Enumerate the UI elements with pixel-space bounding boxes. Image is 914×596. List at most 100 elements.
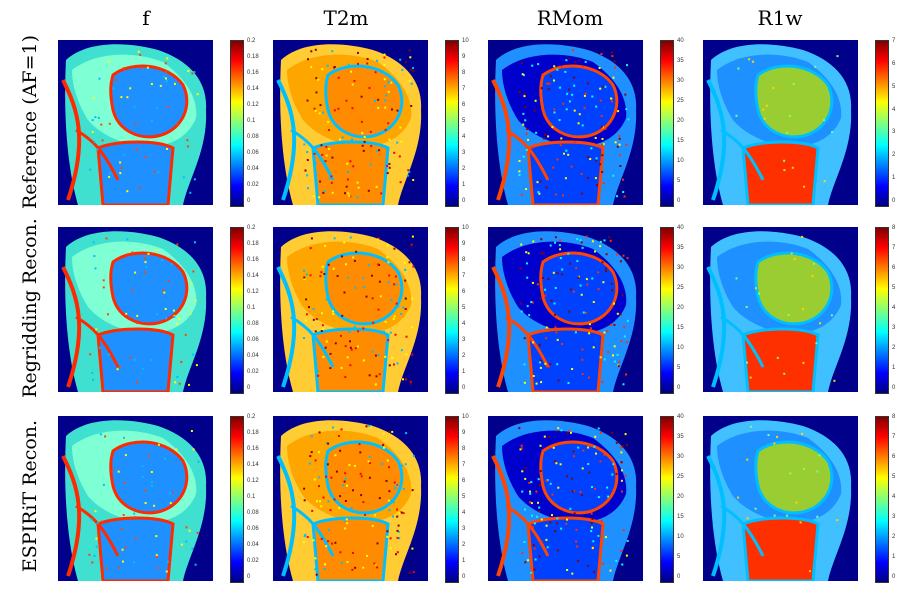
image-panel-rmom-row3 [488, 416, 643, 581]
colorbar-tick-label: 0.12 [247, 478, 259, 484]
colorbar-tick-label: 3 [892, 129, 896, 136]
colorbar-t2m-row1: 10 9 8 7 6 5 4 3 2 1 0 [445, 38, 469, 207]
image-panel-f-row3 [58, 416, 213, 581]
colorbar-tick-label: 7 [892, 434, 896, 440]
colorbar-tick-label: 8 [892, 225, 896, 231]
colorbar-tick-label: 1 [892, 554, 896, 560]
colorbar-rmom-row1: 40 35 30 25 20 15 10 5 0 [660, 38, 684, 207]
colorbar-tick-label: 0.2 [247, 414, 256, 420]
colorbar-tick-label: 0.08 [247, 134, 259, 140]
colorbar-tick-label: 10 [677, 345, 684, 351]
colorbar-tick-label: 10 [462, 38, 469, 44]
colorbar-tick-label: 4 [892, 106, 896, 113]
colorbar-tick-label: 0.16 [247, 446, 259, 452]
colorbar-tick-label: 2 [892, 152, 896, 159]
colorbar-tick-label: 2 [462, 542, 466, 548]
image-panel-r1w-row1 [703, 40, 858, 205]
image-panel-r1w-row3 [703, 416, 858, 581]
colorbar-t2m-row2: 10 9 8 7 6 5 4 3 2 1 0 [445, 225, 469, 394]
row-title-espirit: ESPIRiT Recon. [19, 419, 41, 573]
colorbar-tick-label: 4 [462, 134, 466, 140]
colorbar-tick-label: 0.14 [247, 86, 259, 92]
colorbar-tick-label: 10 [677, 534, 684, 540]
colorbar-tick-label: 35 [677, 58, 684, 64]
colorbar-tick-label: 40 [677, 38, 684, 44]
colorbar-tick-label: 7 [462, 86, 466, 92]
colorbar-tick-label: 9 [462, 54, 466, 60]
colorbar-tick-label: 4 [462, 321, 466, 327]
colorbar-tick-label: 0.18 [247, 430, 259, 436]
colorbar-tick-label: 0.04 [247, 353, 259, 359]
colorbar-tick-label: 0.18 [247, 54, 259, 60]
colorbar-tick-label: 1 [462, 369, 466, 375]
colorbar-tick-label: 0.02 [247, 558, 259, 564]
colorbar-r1w-row1: 7 6 5 4 3 2 1 0 [875, 38, 895, 207]
colorbar-tick-label: 20 [677, 305, 684, 311]
colorbar-rmom-row2: 40 35 30 25 20 15 10 5 0 [660, 225, 684, 394]
colorbar-tick-label: 0.18 [247, 241, 259, 247]
row-title-reference: Reference (AF=1) [19, 34, 41, 210]
colorbar-t2m-row3: 10 9 8 7 6 5 4 3 2 1 0 [445, 414, 469, 583]
colorbar-tick-label: 0.16 [247, 70, 259, 76]
colorbar-tick-label: 20 [677, 118, 684, 124]
colorbar-tick-label: 0.12 [247, 102, 259, 108]
colorbar-tick-label: 0.14 [247, 273, 259, 279]
image-panel-r1w-row2 [703, 227, 858, 392]
colorbar-tick-label: 3 [892, 514, 896, 520]
colorbar-tick-label: 5 [892, 83, 896, 90]
colorbar-tick-label: 2 [462, 353, 466, 359]
colorbar-tick-label: 0.1 [247, 118, 256, 124]
colorbar-tick-label: 25 [677, 474, 684, 480]
colorbar-r1w-row2: 8 7 6 5 4 3 2 1 0 [875, 225, 895, 394]
colorbar-tick-label: 0 [892, 198, 896, 204]
colorbar-tick-label: 25 [677, 285, 684, 291]
colorbar-tick-label: 25 [677, 98, 684, 104]
colorbar-tick-label: 7 [892, 38, 896, 44]
colorbar-tick-label: 5 [892, 285, 896, 291]
colorbar-tick-label: 6 [462, 102, 466, 108]
colorbar-tick-label: 5 [462, 494, 466, 500]
colorbar-tick-label: 0.04 [247, 166, 259, 172]
colorbar-tick-label: 0.08 [247, 321, 259, 327]
colorbar-tick-label: 20 [677, 494, 684, 500]
colorbar-tick-label: 1 [892, 365, 896, 371]
colorbar-tick-label: 6 [892, 265, 896, 271]
colorbar-tick-label: 9 [462, 430, 466, 436]
colorbar-tick-label: 30 [677, 454, 684, 460]
colorbar-tick-label: 5 [892, 474, 896, 480]
colorbar-f-row1: 0.2 0.18 0.16 0.14 0.12 0.1 0.08 0.06 0.04 0.02 0 [230, 38, 259, 207]
colorbar-tick-label: 0 [247, 574, 251, 580]
column-title-f: f [142, 6, 150, 30]
colorbar-tick-label: 30 [677, 265, 684, 271]
colorbar-tick-label: 0.06 [247, 337, 259, 343]
colorbar-tick-label: 3 [462, 526, 466, 532]
colorbar-tick-label: 3 [892, 325, 896, 331]
colorbar-tick-label: 0.02 [247, 182, 259, 188]
column-title-r1w: R1w [757, 6, 803, 30]
colorbar-tick-label: 0.06 [247, 150, 259, 156]
image-panel-t2m-row3 [273, 416, 428, 581]
colorbar-tick-label: 15 [677, 325, 684, 331]
colorbar-tick-label: 0 [677, 198, 681, 204]
colorbar-tick-label: 7 [462, 273, 466, 279]
colorbar-tick-label: 0 [892, 574, 896, 580]
image-panel-f-row1 [58, 40, 213, 205]
colorbar-tick-label: 6 [462, 478, 466, 484]
colorbar-tick-label: 5 [462, 305, 466, 311]
colorbar-tick-label: 0.08 [247, 510, 259, 516]
colorbar-tick-label: 0.04 [247, 542, 259, 548]
colorbar-tick-label: 7 [462, 462, 466, 468]
colorbar-tick-label: 1 [462, 182, 466, 188]
colorbar-tick-label: 15 [677, 514, 684, 520]
row-title-regridding: Regridding Recon. [19, 218, 41, 398]
colorbar-tick-label: 0.1 [247, 494, 256, 500]
colorbar-f-row2: 0.2 0.18 0.16 0.14 0.12 0.1 0.08 0.06 0.04 0.02 0 [230, 225, 259, 394]
colorbar-tick-label: 0.14 [247, 462, 259, 468]
column-title-t2m: T2m [323, 6, 369, 30]
colorbar-tick-label: 8 [892, 414, 896, 420]
colorbar-tick-label: 3 [462, 337, 466, 343]
colorbar-tick-label: 0 [462, 198, 466, 204]
image-panel-rmom-row2 [488, 227, 643, 392]
colorbar-rmom-row3: 40 35 30 25 20 15 10 5 0 [660, 414, 684, 583]
colorbar-r1w-row3: 8 7 6 5 4 3 2 1 0 [875, 414, 895, 583]
